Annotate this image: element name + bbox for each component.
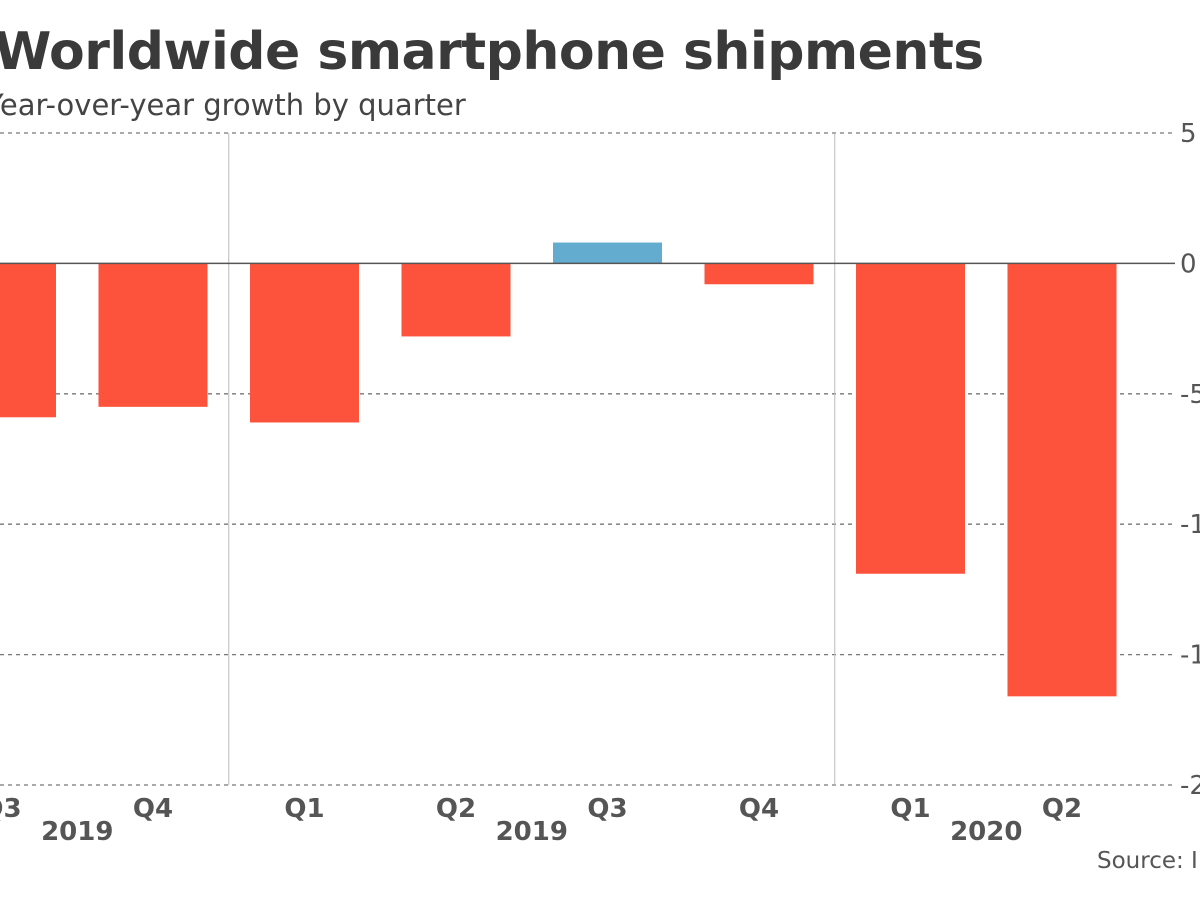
y-tick-label: -15 xyxy=(1180,641,1200,671)
bar xyxy=(704,263,814,285)
x-tick-label: Q2 xyxy=(1042,794,1082,824)
bar xyxy=(553,242,662,264)
chart-title: Worldwide smartphone shipments xyxy=(0,22,984,82)
year-label: 2019 xyxy=(496,817,568,847)
y-tick-label: -10 xyxy=(1180,510,1200,540)
bar xyxy=(0,263,56,418)
y-tick-label: 0 xyxy=(1180,249,1197,279)
x-tick-label: Q2 xyxy=(436,794,476,824)
chart-subtitle: Year-over-year growth by quarter xyxy=(0,88,466,122)
x-tick-label: Q3 xyxy=(587,794,627,824)
source-note: Source: I xyxy=(1097,848,1198,874)
x-tick-label: Q3 xyxy=(0,794,22,824)
y-tick-label: -20 xyxy=(1180,771,1200,801)
year-label: 2019 xyxy=(41,817,113,847)
bar xyxy=(250,263,359,423)
x-tick-label: Q4 xyxy=(133,794,173,824)
bar xyxy=(856,263,965,574)
year-label: 2020 xyxy=(950,817,1022,847)
bar xyxy=(98,263,208,407)
y-tick-label: -5 xyxy=(1180,380,1200,410)
bar xyxy=(401,263,511,337)
x-tick-label: Q1 xyxy=(284,794,324,824)
y-tick-label: 5 xyxy=(1180,119,1197,149)
x-tick-label: Q4 xyxy=(739,794,779,824)
bar xyxy=(1007,263,1117,697)
x-tick-label: Q1 xyxy=(890,794,930,824)
